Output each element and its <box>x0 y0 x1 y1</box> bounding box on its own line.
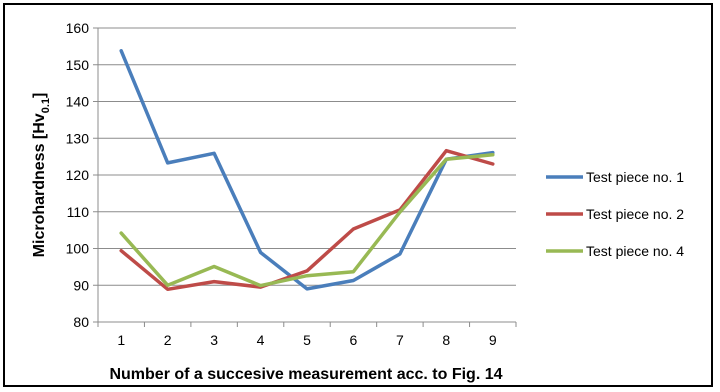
y-tick-label: 120 <box>66 167 90 183</box>
y-tick-label: 100 <box>66 241 90 257</box>
x-tick-label: 5 <box>303 332 311 348</box>
y-axis-title: Microhardness [Hv0.1] <box>31 93 52 258</box>
y-axis-title-main: Microhardness [Hv <box>31 113 48 257</box>
x-axis-title: Number of a succesive measurement acc. t… <box>109 366 502 383</box>
x-tick-label: 6 <box>350 332 358 348</box>
x-tick-label: 7 <box>396 332 404 348</box>
y-tick-label: 110 <box>67 204 90 220</box>
y-axis-title-subscript: 0.1 <box>40 98 52 113</box>
x-tick-label: 3 <box>210 332 218 348</box>
y-tick-label: 160 <box>66 20 90 36</box>
y-tick-label: 140 <box>66 94 90 110</box>
y-tick-label: 130 <box>66 130 90 146</box>
axes: 80 90 100 110 120 130 140 150 160 1 2 3 4 5 6 7 8 9 <box>66 20 517 348</box>
legend-label-3: Test piece no. 4 <box>586 243 684 259</box>
y-tick-label: 150 <box>66 57 90 73</box>
y-tick-label: 80 <box>73 314 89 330</box>
series-line-3 <box>119 153 495 288</box>
y-axis-title-suffix: ] <box>31 93 48 98</box>
legend-label-1: Test piece no. 1 <box>586 169 684 185</box>
y-tick-label: 90 <box>73 277 89 293</box>
chart-frame <box>3 3 713 387</box>
x-tick-label: 2 <box>164 332 172 348</box>
legend: Test piece no. 1 Test piece no. 2 Test pie… <box>546 169 684 259</box>
x-tick-label: 4 <box>257 332 265 348</box>
x-tick-label: 8 <box>442 332 450 348</box>
x-tick-label: 9 <box>489 332 497 348</box>
series-lines <box>119 49 495 292</box>
legend-label-2: Test piece no. 2 <box>586 206 684 222</box>
series-line-1 <box>119 49 495 291</box>
series-line-2 <box>119 148 495 292</box>
x-tick-label: 1 <box>117 332 125 348</box>
